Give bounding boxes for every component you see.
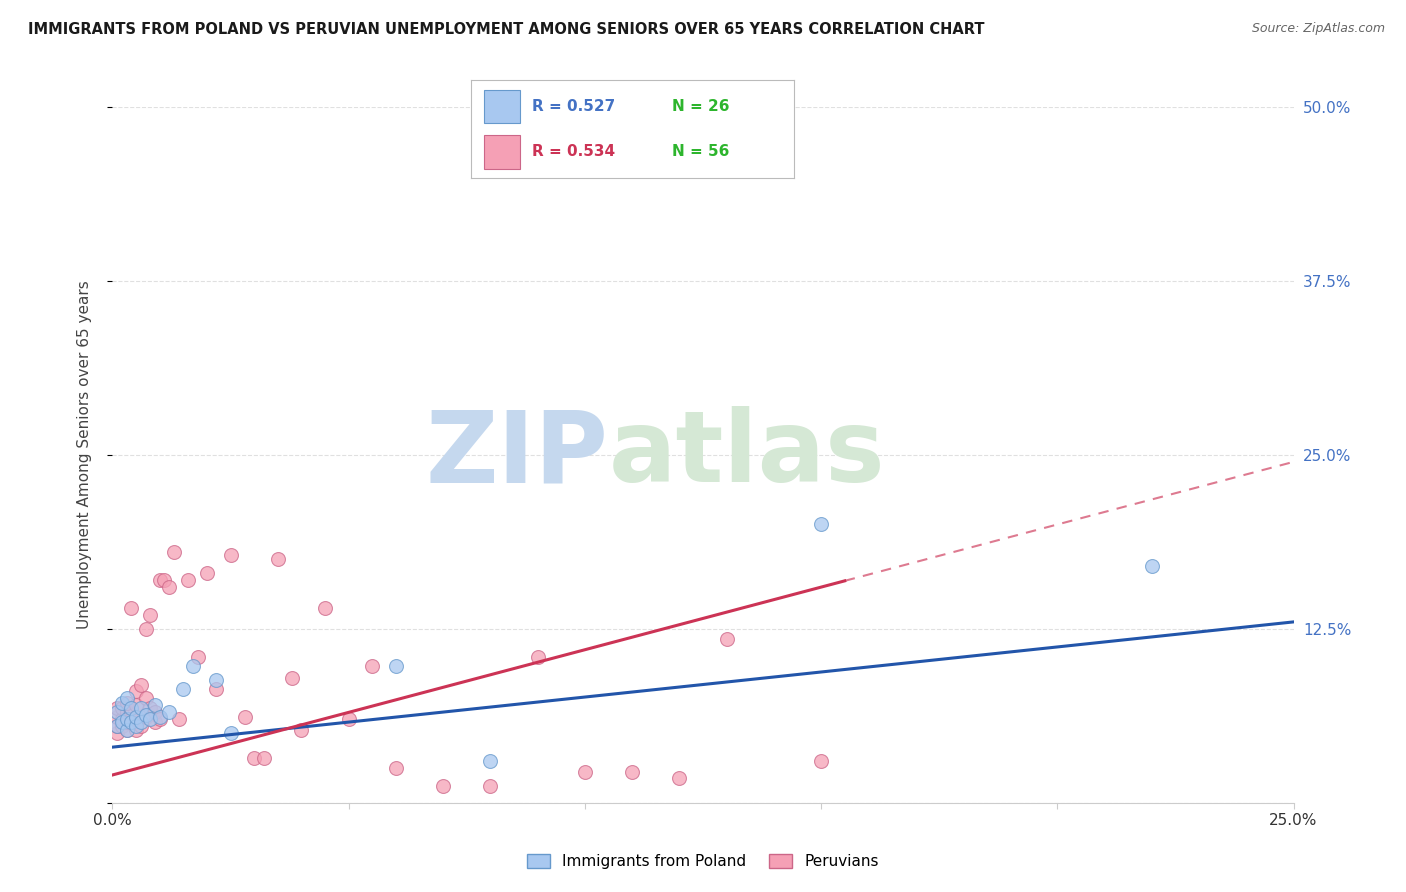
Point [143,698,166,713]
Point [621,765,644,780]
Point [105,719,128,733]
Point [120,712,142,726]
Text: N = 26: N = 26 [672,99,728,114]
Point [195,566,218,581]
Point [314,601,336,615]
Point [167,712,190,726]
Point [219,548,242,562]
Point [105,726,128,740]
Point [149,573,172,587]
FancyBboxPatch shape [484,90,520,123]
Point [115,696,138,710]
Point [111,719,134,733]
Point [479,779,502,793]
Point [149,709,172,723]
Point [385,761,408,775]
Point [157,706,180,720]
Point [163,545,186,559]
Point [115,723,138,738]
Point [139,607,162,622]
Point [129,715,152,730]
Text: atlas: atlas [609,407,886,503]
Text: R = 0.527: R = 0.527 [533,99,616,114]
Legend: Immigrants from Poland, Peruvians: Immigrants from Poland, Peruvians [522,848,884,875]
Point [243,751,266,765]
Y-axis label: Unemployment Among Seniors over 65 years: Unemployment Among Seniors over 65 years [77,281,91,629]
Point [111,715,134,730]
Point [111,696,134,710]
Point [186,649,208,664]
Point [125,723,148,738]
Point [105,709,128,723]
Point [125,684,148,698]
Point [1140,559,1163,574]
Point [120,701,142,715]
Point [129,701,152,715]
Point [115,723,138,738]
Text: IMMIGRANTS FROM POLAND VS PERUVIAN UNEMPLOYMENT AMONG SENIORS OVER 65 YEARS CORR: IMMIGRANTS FROM POLAND VS PERUVIAN UNEMP… [28,22,984,37]
Point [139,712,162,726]
Point [267,552,290,566]
Point [105,706,128,720]
Point [253,751,276,765]
Point [157,580,180,594]
Point [574,765,596,780]
Point [129,677,152,691]
Point [716,632,738,646]
Point [385,659,408,673]
Point [149,712,172,726]
Point [337,712,360,726]
Text: ZIP: ZIP [426,407,609,503]
Point [219,726,242,740]
Point [120,715,142,730]
Point [125,709,148,723]
Point [125,698,148,713]
Point [111,712,134,726]
FancyBboxPatch shape [484,136,520,169]
Point [143,715,166,730]
Point [281,671,304,685]
Point [143,706,166,720]
Point [290,723,312,738]
Point [181,659,204,673]
Point [105,719,128,733]
Text: N = 56: N = 56 [672,145,728,160]
Point [135,691,157,706]
Point [526,649,548,664]
Text: R = 0.534: R = 0.534 [533,145,616,160]
Point [115,712,138,726]
Point [153,573,176,587]
Point [432,779,454,793]
Point [125,719,148,733]
Point [115,691,138,706]
Text: Source: ZipAtlas.com: Source: ZipAtlas.com [1251,22,1385,36]
Point [361,659,384,673]
Point [135,708,157,723]
Point [129,719,152,733]
Point [810,517,832,532]
Point [177,573,200,587]
Point [105,701,128,715]
Point [205,673,228,688]
Point [668,771,690,785]
Point [111,701,134,715]
Point [172,681,194,696]
Point [135,622,157,636]
Point [115,706,138,720]
Point [115,715,138,730]
Point [125,712,148,726]
Point [479,754,502,768]
Point [139,701,162,715]
Point [810,754,832,768]
Point [135,709,157,723]
Point [120,601,142,615]
Point [205,681,228,696]
Point [233,709,256,723]
